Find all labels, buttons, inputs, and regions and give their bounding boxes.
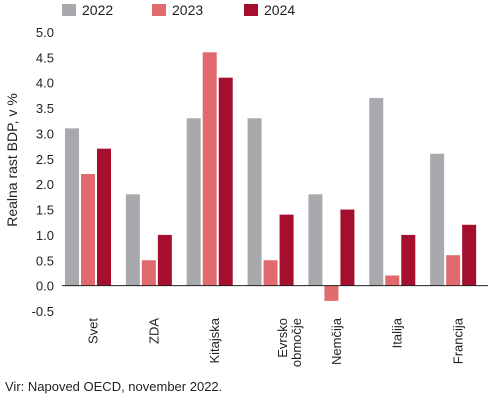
bar bbox=[385, 275, 400, 286]
bar bbox=[141, 260, 156, 286]
legend-swatch bbox=[244, 4, 258, 16]
legend-swatch bbox=[152, 4, 166, 16]
y-tick-label: 2.5 bbox=[36, 152, 54, 167]
y-tick-label: 4.0 bbox=[36, 76, 54, 91]
y-tick-label: 0.0 bbox=[36, 279, 54, 294]
bar bbox=[125, 194, 140, 286]
bar bbox=[263, 260, 278, 286]
x-tick-label: Svet bbox=[85, 318, 100, 344]
y-tick-label: 1.5 bbox=[36, 203, 54, 218]
bar bbox=[65, 128, 79, 286]
y-tick-label: 3.5 bbox=[36, 101, 54, 116]
bar bbox=[324, 285, 339, 301]
bar bbox=[308, 194, 323, 286]
bar bbox=[247, 118, 262, 286]
legend-label: 2024 bbox=[264, 2, 295, 18]
bar bbox=[446, 255, 461, 286]
bar bbox=[81, 174, 95, 286]
y-tick-label: 4.5 bbox=[36, 50, 54, 65]
y-tick-label: 5.0 bbox=[36, 25, 54, 40]
y-tick-label: 2.0 bbox=[36, 177, 54, 192]
bar bbox=[218, 77, 233, 286]
bar bbox=[340, 209, 355, 286]
x-tick-label: Kitajska bbox=[207, 317, 222, 363]
x-tick-label: Evrskoobmočje bbox=[275, 318, 304, 367]
bar bbox=[279, 214, 294, 286]
y-tick-label: 1.0 bbox=[36, 228, 54, 243]
bar bbox=[157, 234, 172, 286]
y-tick-label: -0.5 bbox=[32, 304, 54, 319]
legend-label: 2022 bbox=[82, 2, 113, 18]
bar bbox=[430, 153, 445, 286]
bar bbox=[462, 224, 477, 286]
y-axis-label: Realna rast BDP, v % bbox=[4, 93, 20, 227]
x-tick-label: ZDA bbox=[146, 318, 161, 344]
bar bbox=[97, 148, 111, 286]
bars bbox=[65, 52, 477, 301]
source-note: Vir: Napoved OECD, november 2022. bbox=[5, 379, 223, 394]
chart-legend: 2022 2023 2024 bbox=[62, 2, 295, 18]
legend-swatch bbox=[62, 4, 76, 16]
x-tick-label: Francija bbox=[451, 317, 466, 364]
bar bbox=[369, 97, 384, 286]
legend-label: 2023 bbox=[172, 2, 203, 18]
x-axis-labels: Svet ZDA Kitajska Evrskoobmočje Nemčija Itali… bbox=[85, 317, 465, 367]
bar bbox=[202, 52, 217, 286]
y-axis-ticks: -0.5 0.0 0.5 1.0 1.5 2.0 2.5 3.0 3.5 4.0 4.5 5.0 bbox=[32, 25, 54, 319]
y-tick-label: 3.0 bbox=[36, 126, 54, 141]
x-tick-label: Italija bbox=[390, 317, 405, 348]
bar bbox=[186, 118, 201, 286]
x-tick-label: Nemčija bbox=[329, 317, 344, 365]
bar bbox=[401, 234, 416, 286]
y-tick-label: 0.5 bbox=[36, 253, 54, 268]
